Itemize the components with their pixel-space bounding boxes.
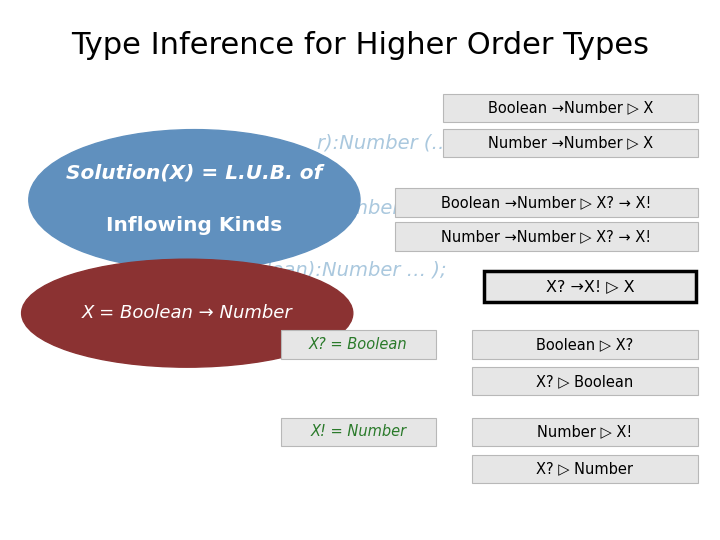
Ellipse shape [22, 259, 353, 367]
Ellipse shape [29, 130, 360, 270]
Text: Boolean →Number ▷ X: Boolean →Number ▷ X [488, 100, 653, 116]
Text: Number →Number ▷ X: Number →Number ▷ X [488, 135, 653, 150]
FancyBboxPatch shape [472, 455, 698, 483]
FancyBboxPatch shape [443, 129, 698, 157]
FancyBboxPatch shape [472, 367, 698, 395]
Text: X! = Number: X! = Number [310, 424, 406, 440]
Text: Inflowing Kinds: Inflowing Kinds [107, 216, 282, 235]
FancyBboxPatch shape [472, 418, 698, 446]
FancyBboxPatch shape [395, 222, 698, 251]
Text: Type Inference for Higher Order Types: Type Inference for Higher Order Types [71, 31, 649, 60]
Text: X? ▷ Number: X? ▷ Number [536, 461, 634, 476]
FancyBboxPatch shape [443, 94, 698, 122]
FancyBboxPatch shape [281, 418, 436, 446]
Text: Number →Number ▷ X? → X!: Number →Number ▷ X? → X! [441, 229, 652, 244]
Text: lean):Number … );: lean):Number … ); [266, 198, 447, 218]
Text: Number ▷ X!: Number ▷ X! [537, 424, 633, 440]
FancyBboxPatch shape [484, 271, 696, 302]
Text: X? →X! ▷ X: X? →X! ▷ X [546, 279, 634, 294]
FancyBboxPatch shape [281, 330, 436, 359]
Text: lean):Number … );: lean):Number … ); [266, 260, 447, 280]
Text: Boolean →Number ▷ X? → X!: Boolean →Number ▷ X? → X! [441, 195, 652, 210]
FancyBboxPatch shape [395, 188, 698, 217]
Text: X = Boolean → Number: X = Boolean → Number [82, 304, 292, 322]
Text: r):Number (… );: r):Number (… ); [317, 133, 472, 153]
FancyBboxPatch shape [472, 330, 698, 359]
Text: X? ▷ Boolean: X? ▷ Boolean [536, 374, 634, 389]
Text: Solution(X) = L.U.B. of: Solution(X) = L.U.B. of [66, 163, 323, 183]
Text: X? = Boolean: X? = Boolean [309, 337, 408, 352]
Text: Boolean ▷ X?: Boolean ▷ X? [536, 337, 634, 352]
